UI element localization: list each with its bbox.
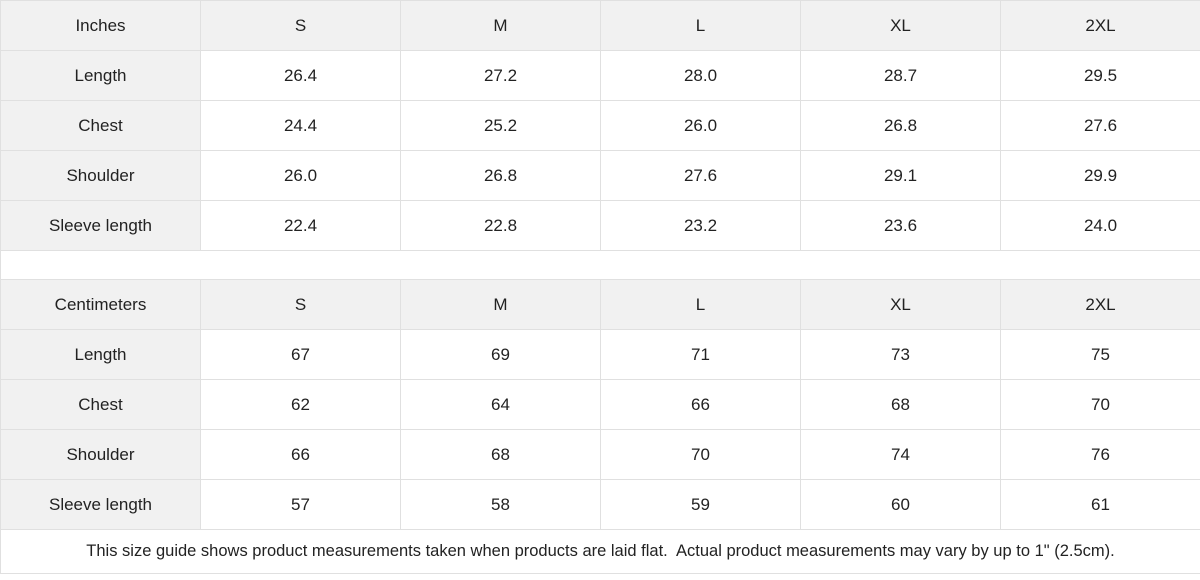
value-cell: 26.8	[800, 100, 1001, 151]
row-label-cell: Chest	[0, 100, 201, 151]
row-label-cell: Shoulder	[0, 150, 201, 201]
size-header-cell-2xl: 2XL	[1000, 0, 1200, 51]
value-cell: 60	[800, 479, 1001, 530]
value-cell: 66	[600, 379, 801, 430]
centimeters-header-row: Centimeters S M L XL 2XL	[0, 279, 1200, 330]
inches-header-row: Inches S M L XL 2XL	[0, 0, 1200, 51]
value-cell: 27.6	[600, 150, 801, 201]
value-cell: 23.2	[600, 200, 801, 251]
size-header-cell-s: S	[200, 279, 401, 330]
row-label-cell: Chest	[0, 379, 201, 430]
table-row-length-cm: Length 67 69 71 73 75	[0, 329, 1200, 380]
unit-header-cell: Centimeters	[0, 279, 201, 330]
value-cell: 74	[800, 429, 1001, 480]
value-cell: 76	[1000, 429, 1200, 480]
size-header-cell-s: S	[200, 0, 401, 51]
value-cell: 28.0	[600, 50, 801, 101]
size-header-cell-xl: XL	[800, 0, 1001, 51]
table-gap-row	[0, 250, 1200, 280]
table-row-sleeve-in: Sleeve length 22.4 22.8 23.2 23.6 24.0	[0, 200, 1200, 251]
value-cell: 73	[800, 329, 1001, 380]
size-header-cell-m: M	[400, 279, 601, 330]
value-cell: 26.8	[400, 150, 601, 201]
value-cell: 27.2	[400, 50, 601, 101]
value-cell: 25.2	[400, 100, 601, 151]
row-label-cell: Sleeve length	[0, 200, 201, 251]
value-cell: 29.1	[800, 150, 1001, 201]
row-label-cell: Sleeve length	[0, 479, 201, 530]
table-row-shoulder-cm: Shoulder 66 68 70 74 76	[0, 429, 1200, 480]
row-label-cell: Shoulder	[0, 429, 201, 480]
value-cell: 67	[200, 329, 401, 380]
value-cell: 26.0	[600, 100, 801, 151]
value-cell: 71	[600, 329, 801, 380]
value-cell: 29.5	[1000, 50, 1200, 101]
size-header-cell-2xl: 2XL	[1000, 279, 1200, 330]
value-cell: 70	[600, 429, 801, 480]
value-cell: 28.7	[800, 50, 1001, 101]
row-label-cell: Length	[0, 329, 201, 380]
value-cell: 64	[400, 379, 601, 430]
value-cell: 75	[1000, 329, 1200, 380]
size-header-cell-l: L	[600, 0, 801, 51]
value-cell: 29.9	[1000, 150, 1200, 201]
value-cell: 68	[800, 379, 1001, 430]
value-cell: 69	[400, 329, 601, 380]
value-cell: 22.4	[200, 200, 401, 251]
value-cell: 57	[200, 479, 401, 530]
value-cell: 26.4	[200, 50, 401, 101]
value-cell: 59	[600, 479, 801, 530]
table-row-chest-in: Chest 24.4 25.2 26.0 26.8 27.6	[0, 100, 1200, 151]
table-row-length-in: Length 26.4 27.2 28.0 28.7 29.5	[0, 50, 1200, 101]
table-row-chest-cm: Chest 62 64 66 68 70	[0, 379, 1200, 430]
footer-note-row: This size guide shows product measuremen…	[0, 529, 1200, 574]
value-cell: 70	[1000, 379, 1200, 430]
value-cell: 22.8	[400, 200, 601, 251]
value-cell: 66	[200, 429, 401, 480]
value-cell: 61	[1000, 479, 1200, 530]
value-cell: 58	[400, 479, 601, 530]
value-cell: 26.0	[200, 150, 401, 201]
row-label-cell: Length	[0, 50, 201, 101]
value-cell: 27.6	[1000, 100, 1200, 151]
footer-note: This size guide shows product measuremen…	[0, 529, 1200, 574]
table-row-sleeve-cm: Sleeve length 57 58 59 60 61	[0, 479, 1200, 530]
value-cell: 62	[200, 379, 401, 430]
value-cell: 68	[400, 429, 601, 480]
size-header-cell-m: M	[400, 0, 601, 51]
gap-cell	[0, 250, 1200, 280]
value-cell: 24.4	[200, 100, 401, 151]
size-header-cell-l: L	[600, 279, 801, 330]
value-cell: 23.6	[800, 200, 1001, 251]
unit-header-cell: Inches	[0, 0, 201, 51]
table-row-shoulder-in: Shoulder 26.0 26.8 27.6 29.1 29.9	[0, 150, 1200, 201]
size-header-cell-xl: XL	[800, 279, 1001, 330]
value-cell: 24.0	[1000, 200, 1200, 251]
